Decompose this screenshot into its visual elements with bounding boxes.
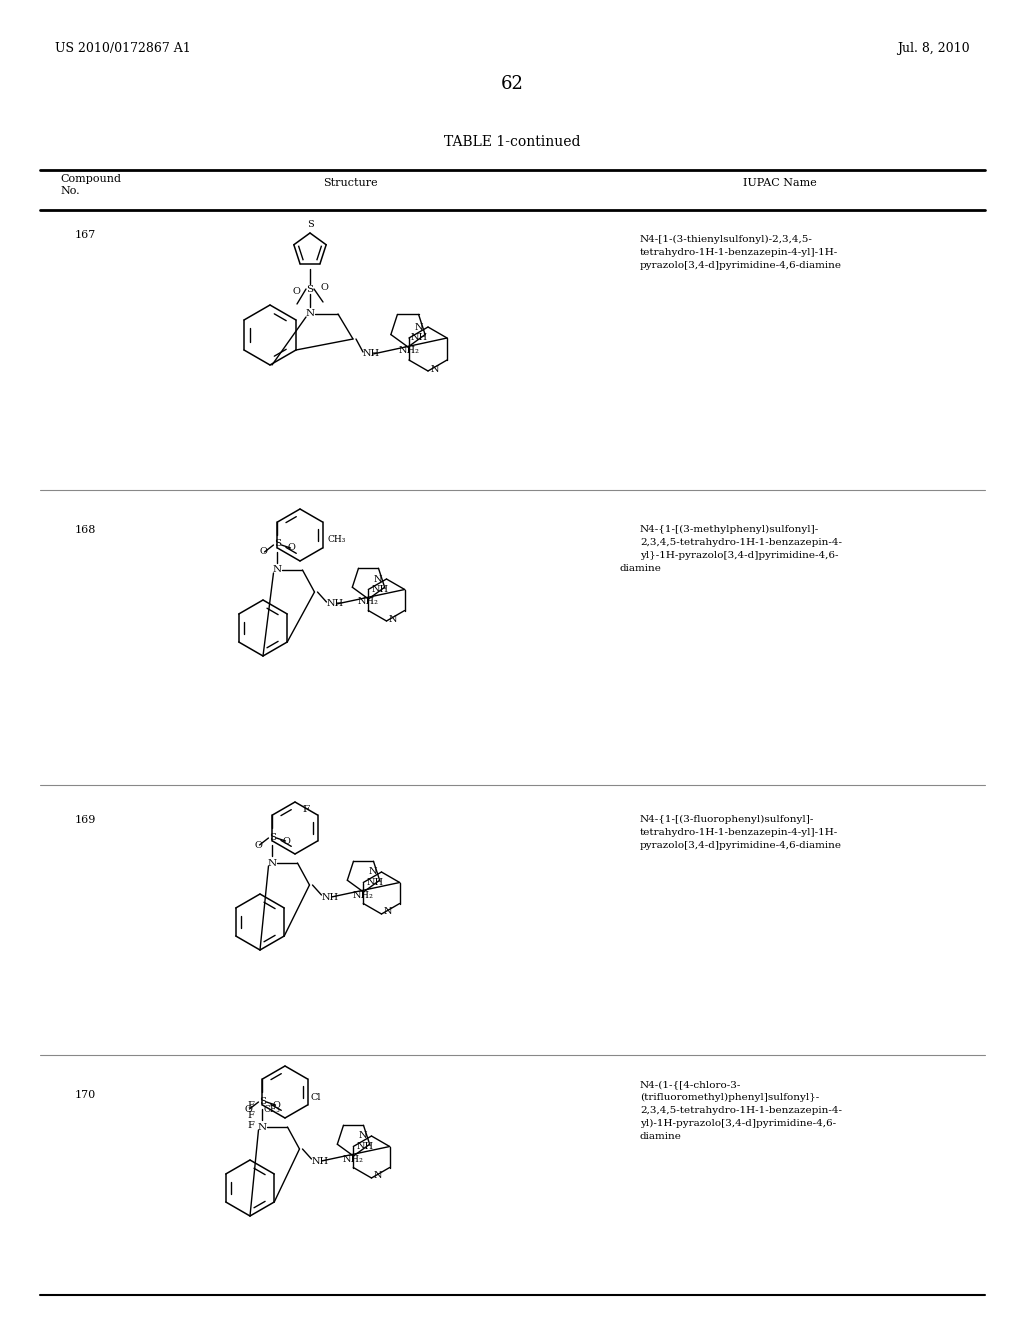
Text: NH₂: NH₂ (353, 891, 374, 899)
Text: NH: NH (362, 350, 380, 359)
Text: S: S (269, 833, 276, 842)
Text: yl)-1H-pyrazolo[3,4-d]pyrimidine-4,6-: yl)-1H-pyrazolo[3,4-d]pyrimidine-4,6- (640, 1119, 837, 1129)
Text: pyrazolo[3,4-d]pyrimidine-4,6-diamine: pyrazolo[3,4-d]pyrimidine-4,6-diamine (640, 841, 842, 850)
Text: O: O (321, 282, 328, 292)
Text: N: N (305, 309, 314, 318)
Text: Cl: Cl (310, 1093, 321, 1101)
Text: US 2010/0172867 A1: US 2010/0172867 A1 (55, 42, 190, 55)
Text: N: N (359, 1131, 368, 1140)
Text: 62: 62 (501, 75, 523, 92)
Text: tetrahydro-1H-1-benzazepin-4-yl]-1H-: tetrahydro-1H-1-benzazepin-4-yl]-1H- (640, 248, 839, 257)
Text: N4-{1-[(3-fluorophenyl)sulfonyl]-: N4-{1-[(3-fluorophenyl)sulfonyl]- (640, 814, 814, 824)
Text: NH₂: NH₂ (357, 598, 379, 606)
Text: S: S (307, 220, 314, 228)
Text: 2,3,4,5-tetrahydro-1H-1-benzazepin-4-: 2,3,4,5-tetrahydro-1H-1-benzazepin-4- (640, 1106, 842, 1115)
Text: N4-[1-(3-thienylsulfonyl)-2,3,4,5-: N4-[1-(3-thienylsulfonyl)-2,3,4,5- (640, 235, 813, 244)
Text: N: N (268, 858, 278, 867)
Text: CF₃: CF₃ (263, 1106, 280, 1114)
Text: 169: 169 (75, 814, 96, 825)
Text: N: N (258, 1122, 267, 1131)
Text: NH₂: NH₂ (343, 1155, 364, 1163)
Text: N4-{1-[(3-methylphenyl)sulfonyl]-: N4-{1-[(3-methylphenyl)sulfonyl]- (640, 525, 819, 535)
Text: N: N (388, 615, 397, 623)
Text: O: O (292, 286, 300, 296)
Text: pyrazolo[3,4-d]pyrimidine-4,6-diamine: pyrazolo[3,4-d]pyrimidine-4,6-diamine (640, 261, 842, 271)
Text: NH: NH (411, 333, 428, 342)
Text: S: S (274, 540, 281, 549)
Text: diamine: diamine (620, 564, 660, 573)
Text: N: N (383, 908, 392, 916)
Text: O: O (259, 548, 267, 557)
Text: N: N (374, 1172, 382, 1180)
Text: NH: NH (311, 1156, 329, 1166)
Text: 167: 167 (75, 230, 96, 240)
Text: diamine: diamine (640, 1133, 682, 1140)
Text: IUPAC Name: IUPAC Name (743, 178, 817, 187)
Text: F: F (247, 1122, 254, 1130)
Text: 2,3,4,5-tetrahydro-1H-1-benzazepin-4-: 2,3,4,5-tetrahydro-1H-1-benzazepin-4- (640, 539, 842, 546)
Text: F: F (247, 1111, 254, 1121)
Text: Structure: Structure (323, 178, 377, 187)
Text: TABLE 1-continued: TABLE 1-continued (443, 135, 581, 149)
Text: (trifluoromethyl)phenyl]sulfonyl}-: (trifluoromethyl)phenyl]sulfonyl}- (640, 1093, 819, 1102)
Text: N: N (369, 867, 378, 876)
Text: O: O (255, 841, 262, 850)
Text: F: F (247, 1101, 254, 1110)
Text: 168: 168 (75, 525, 96, 535)
Text: F: F (302, 805, 309, 814)
Text: NH: NH (327, 599, 344, 609)
Text: NH: NH (372, 585, 389, 594)
Text: NH: NH (322, 892, 339, 902)
Text: N: N (415, 322, 423, 331)
Text: Compound: Compound (60, 174, 121, 183)
Text: NH: NH (356, 1142, 374, 1151)
Text: No.: No. (60, 186, 80, 195)
Text: N: N (431, 364, 439, 374)
Text: N: N (273, 565, 282, 574)
Text: tetrahydro-1H-1-benzazepin-4-yl]-1H-: tetrahydro-1H-1-benzazepin-4-yl]-1H- (640, 828, 839, 837)
Text: Jul. 8, 2010: Jul. 8, 2010 (897, 42, 970, 55)
Text: N: N (374, 574, 383, 583)
Text: O: O (245, 1105, 253, 1114)
Text: NH₂: NH₂ (398, 346, 420, 355)
Text: CH₃: CH₃ (328, 536, 346, 544)
Text: NH: NH (367, 878, 384, 887)
Text: O: O (283, 837, 291, 846)
Text: 170: 170 (75, 1090, 96, 1100)
Text: S: S (306, 285, 313, 293)
Text: N4-(1-{[4-chloro-3-: N4-(1-{[4-chloro-3- (640, 1080, 741, 1089)
Text: O: O (288, 544, 295, 553)
Text: S: S (259, 1097, 266, 1106)
Text: yl}-1H-pyrazolo[3,4-d]pyrimidine-4,6-: yl}-1H-pyrazolo[3,4-d]pyrimidine-4,6- (640, 550, 839, 560)
Text: O: O (272, 1101, 281, 1110)
